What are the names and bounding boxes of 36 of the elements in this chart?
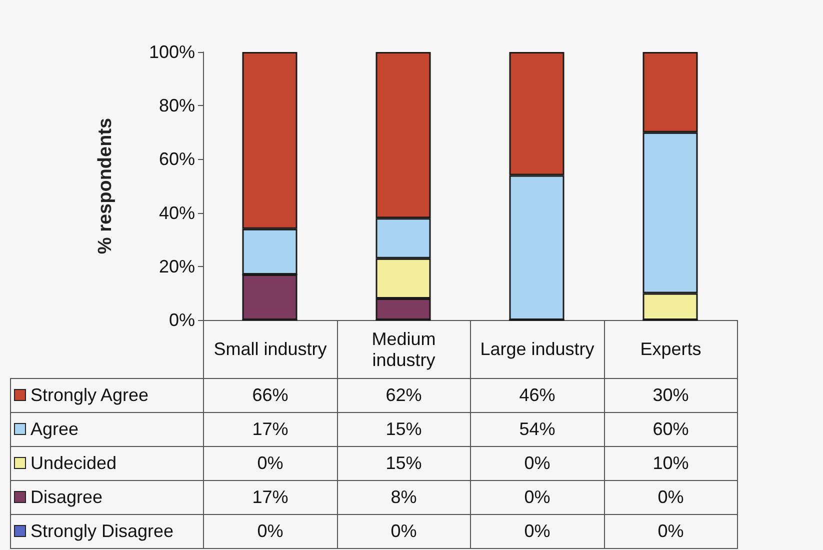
data-label: 0% [470,514,604,548]
data-label: 0% [204,514,337,548]
data-label: 0% [604,514,738,548]
data-label: 66% [204,378,337,412]
data-label: 10% [604,446,738,480]
data-label: 17% [204,480,337,514]
y-tick-label: 100% [148,42,195,62]
x-tick-label: Experts [640,339,702,360]
data-label: 15% [337,412,470,446]
legend-label: Agree [30,419,79,439]
y-tick-label: 60% [158,149,195,170]
data-label: 62% [337,378,470,412]
y-tick-label: 80% [158,96,195,116]
legend-label: Disagree [30,487,103,507]
data-label: 30% [604,378,738,412]
x-tick-label: Small industry [214,339,327,360]
data-label: 0% [204,446,337,480]
data-label: 15% [337,446,470,480]
legend-label: Strongly Disagree [30,521,174,541]
legend-label: Strongly Agree [30,385,149,405]
data-label: 17% [204,412,337,446]
data-label: 46% [470,378,604,412]
data-label: 60% [604,412,738,446]
data-label: 54% [470,412,604,446]
data-label: 0% [337,514,470,548]
data-label: 8% [337,480,470,514]
x-tick-label: Large industry [480,339,594,360]
y-tick-label: 20% [158,256,195,276]
legend-label: Undecided [30,453,117,473]
y-tick-label: 0% [168,310,195,330]
data-label: 0% [604,480,738,514]
data-label: 0% [470,480,604,514]
y-axis-title: % respondents [95,118,116,254]
y-tick-label: 40% [158,202,195,223]
x-tick-label: Medium industry [370,328,437,370]
data-label: 0% [470,446,604,480]
